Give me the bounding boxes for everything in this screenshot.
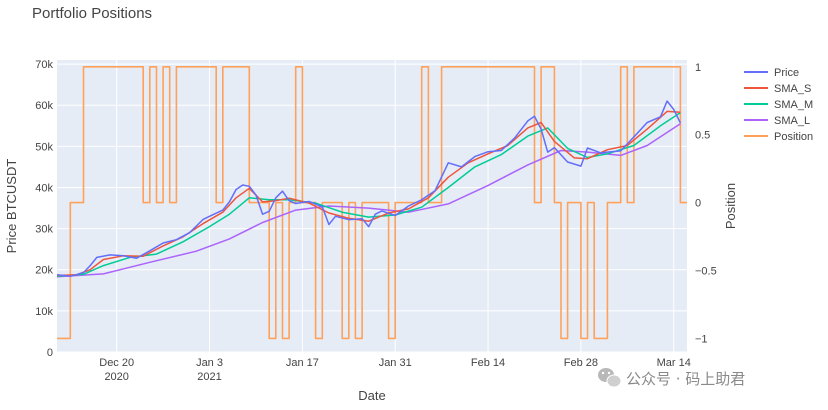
chart-title: Portfolio Positions (32, 5, 152, 22)
watermark: 公众号 · 码上助君 (598, 368, 745, 388)
x-tick-label: Jan 17 (286, 357, 319, 369)
y-axis-ticks: 0 10k 20k 30k 40k 50k 60k 70k (35, 59, 53, 359)
y2-tick-label: −1 (695, 333, 708, 345)
series-line-sma-s (56, 110, 681, 277)
legend-label: Position (774, 131, 813, 143)
y-tick-label: 0 (47, 347, 53, 359)
x-tick-label: Jan 3 (196, 357, 223, 369)
y-tick-label: 70k (35, 59, 53, 71)
y-tick-label: 30k (35, 224, 53, 236)
legend[interactable]: Price SMA_S SMA_M SMA_L Position (744, 67, 813, 143)
series-line-position (57, 66, 687, 340)
series-line-sma-l (56, 123, 681, 278)
legend-label: SMA_S (774, 83, 811, 95)
y2-tick-label: −0.5 (695, 266, 717, 278)
y2-tick-label: 1 (695, 62, 701, 74)
legend-label: SMA_M (774, 99, 813, 111)
y-tick-label: 20k (35, 265, 53, 277)
legend-label: SMA_L (774, 115, 810, 127)
legend-item-sma-m[interactable]: SMA_M (744, 99, 813, 111)
x-axis-title: Date (358, 388, 385, 403)
y-tick-label: 10k (35, 306, 53, 318)
x-tick-label: Feb 28 (564, 357, 598, 369)
y-tick-label: 40k (35, 182, 53, 194)
wechat-icon (598, 368, 622, 388)
y2-axis-ticks: −1 −0.5 0 0.5 1 (695, 62, 717, 346)
x-tick-year-label: 2020 (104, 371, 128, 383)
y-tick-label: 50k (35, 141, 53, 153)
legend-item-price[interactable]: Price (744, 67, 799, 79)
x-tick-label: Jan 31 (379, 357, 412, 369)
legend-item-sma-s[interactable]: SMA_S (744, 83, 811, 95)
x-tick-label: Feb 14 (471, 357, 505, 369)
y2-tick-label: 0 (695, 198, 701, 210)
plot-area (57, 60, 687, 352)
y-axis-title: Price BTCUSDT (4, 159, 19, 254)
x-tick-label: Mar 14 (657, 357, 691, 369)
legend-label: Price (774, 67, 799, 79)
x-axis-ticks: Dec 20 2020 Jan 3 2021 Jan 17 Jan 31 Feb 14 Feb… (99, 357, 691, 383)
y2-axis-title: Position (723, 183, 738, 229)
series-line-price (56, 100, 682, 278)
legend-item-sma-l[interactable]: SMA_L (744, 115, 810, 127)
y2-tick-label: 0.5 (695, 130, 710, 142)
x-tick-year-label: 2021 (197, 371, 221, 383)
watermark-text: 公众号 · 码上助君 (626, 370, 745, 388)
series-line-sma-m (56, 111, 681, 278)
series-lines (56, 66, 687, 340)
legend-item-position[interactable]: Position (744, 131, 813, 143)
x-tick-label: Dec 20 (99, 357, 134, 369)
y-tick-label: 60k (35, 100, 53, 112)
